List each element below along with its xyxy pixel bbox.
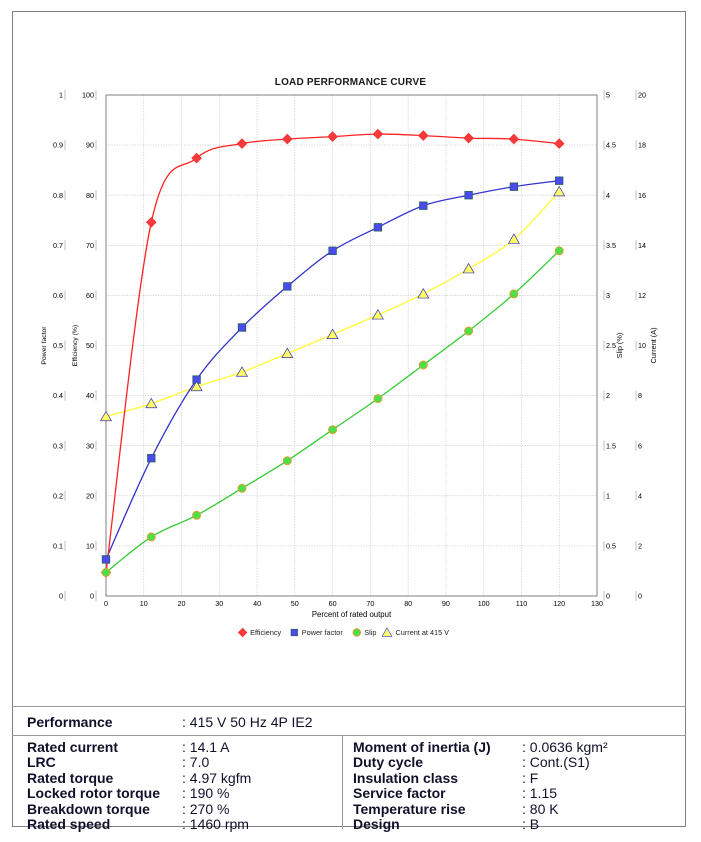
- svg-text:110: 110: [516, 599, 527, 608]
- svg-text:130: 130: [591, 599, 603, 608]
- svg-text:20: 20: [86, 491, 94, 500]
- svg-text:Power factor: Power factor: [302, 628, 344, 637]
- svg-text:0.6: 0.6: [53, 291, 63, 300]
- svg-text:30: 30: [86, 441, 94, 450]
- svg-text:120: 120: [553, 599, 565, 608]
- svg-text:0: 0: [90, 592, 94, 601]
- svg-text:Power factor: Power factor: [41, 326, 48, 365]
- svg-text:60: 60: [86, 291, 94, 300]
- svg-text:4.5: 4.5: [606, 141, 616, 150]
- svg-text:Slip: Slip: [364, 628, 376, 637]
- svg-text:Efficiency: Efficiency: [250, 628, 281, 637]
- svg-text:1: 1: [59, 91, 63, 100]
- svg-text:1.5: 1.5: [606, 441, 616, 450]
- svg-text:5: 5: [606, 91, 610, 100]
- svg-text:0: 0: [59, 592, 63, 601]
- svg-text:0.4: 0.4: [53, 391, 63, 400]
- svg-text:10: 10: [86, 542, 94, 551]
- svg-text:18: 18: [638, 141, 646, 150]
- svg-text:90: 90: [86, 141, 94, 150]
- svg-text:80: 80: [404, 599, 412, 608]
- svg-text:100: 100: [478, 599, 490, 608]
- svg-text:3.5: 3.5: [606, 241, 616, 250]
- svg-text:3: 3: [606, 291, 610, 300]
- svg-text:1: 1: [606, 491, 610, 500]
- svg-text:Percent of rated output: Percent of rated output: [312, 610, 392, 619]
- svg-text:4: 4: [638, 491, 642, 500]
- svg-text:60: 60: [329, 599, 337, 608]
- svg-text:0: 0: [104, 599, 108, 608]
- svg-text:50: 50: [86, 341, 94, 350]
- svg-text:70: 70: [366, 599, 374, 608]
- svg-text:10: 10: [638, 341, 646, 350]
- svg-text:0.5: 0.5: [606, 542, 616, 551]
- svg-text:2: 2: [638, 542, 642, 551]
- svg-text:90: 90: [442, 599, 450, 608]
- svg-text:16: 16: [638, 191, 646, 200]
- svg-text:100: 100: [82, 91, 94, 100]
- svg-text:Slip (%): Slip (%): [615, 333, 624, 359]
- svg-text:20: 20: [638, 91, 646, 100]
- svg-text:80: 80: [86, 191, 94, 200]
- svg-text:40: 40: [253, 599, 261, 608]
- svg-text:Efficiency (%): Efficiency (%): [72, 325, 79, 366]
- svg-text:0.2: 0.2: [53, 491, 63, 500]
- svg-text:40: 40: [86, 391, 94, 400]
- svg-text:0.5: 0.5: [53, 341, 63, 350]
- svg-text:12: 12: [638, 291, 646, 300]
- svg-text:0.7: 0.7: [53, 241, 63, 250]
- svg-text:Current at 415 V: Current at 415 V: [396, 628, 450, 637]
- svg-text:0.1: 0.1: [53, 542, 63, 551]
- svg-text:20: 20: [178, 599, 186, 608]
- svg-text:6: 6: [638, 441, 642, 450]
- svg-text:14: 14: [638, 241, 646, 250]
- svg-text:70: 70: [86, 241, 94, 250]
- svg-text:10: 10: [140, 599, 148, 608]
- svg-text:0: 0: [638, 592, 642, 601]
- svg-text:4: 4: [606, 191, 610, 200]
- svg-text:Current (A): Current (A): [649, 327, 658, 363]
- svg-text:0.3: 0.3: [53, 441, 63, 450]
- svg-text:50: 50: [291, 599, 299, 608]
- svg-text:8: 8: [638, 391, 642, 400]
- svg-text:0: 0: [606, 592, 610, 601]
- svg-text:30: 30: [215, 599, 223, 608]
- svg-text:2: 2: [606, 391, 610, 400]
- svg-text:0.8: 0.8: [53, 191, 63, 200]
- svg-text:0.9: 0.9: [53, 141, 63, 150]
